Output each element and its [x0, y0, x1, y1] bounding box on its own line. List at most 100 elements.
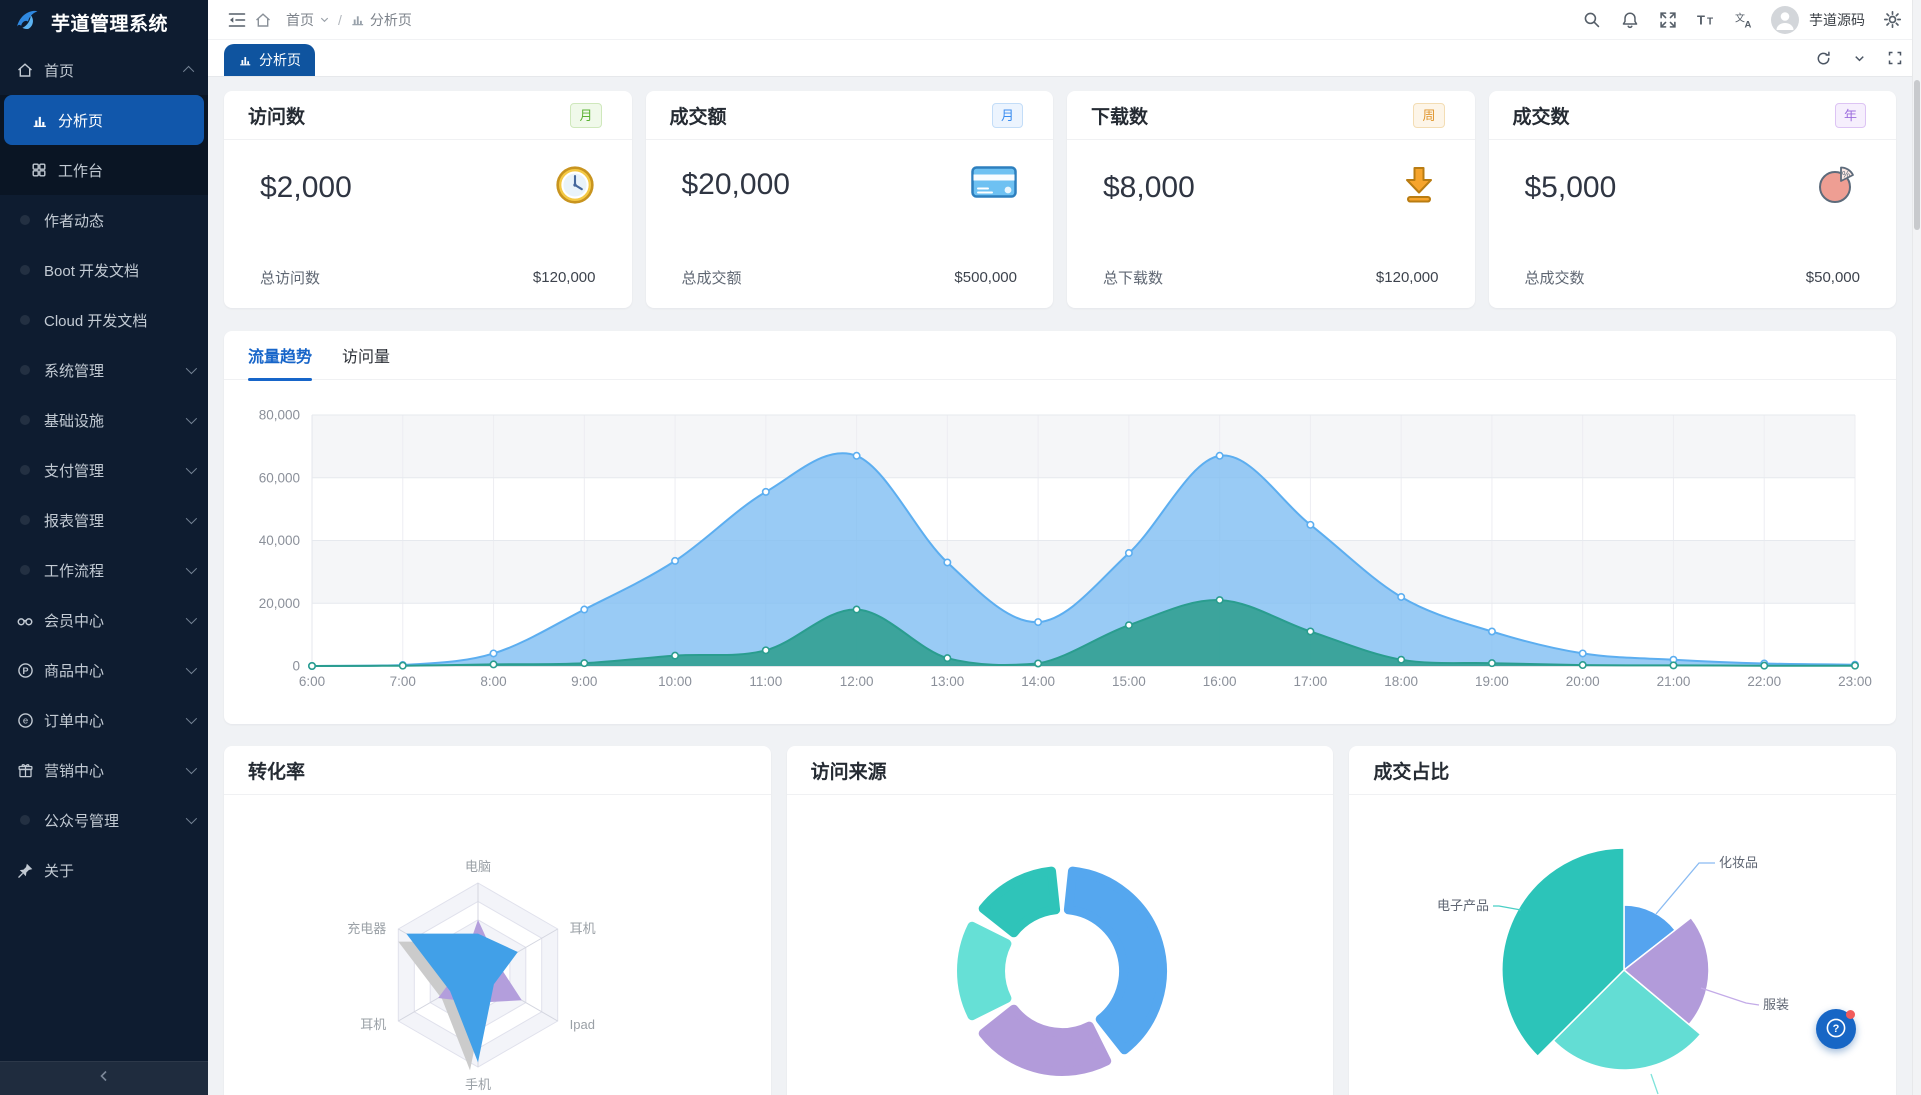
- sidebar-item-label: 关于: [44, 862, 75, 880]
- sidebar-item-order[interactable]: e 订单中心: [0, 695, 208, 745]
- collapse-left-icon: [97, 1069, 111, 1088]
- sidebar-item-system[interactable]: 系统管理: [0, 345, 208, 395]
- svg-text:20,000: 20,000: [259, 596, 300, 611]
- bar-chart-icon: [352, 16, 364, 26]
- traffic-trend-card: 流量趋势 访问量 0 20,000 40,000 60,000 80,000 6:00 7:0…: [224, 331, 1896, 724]
- card-title: 成交占比: [1373, 761, 1450, 783]
- sidebar-item-label: 商品中心: [44, 662, 105, 680]
- search-icon[interactable]: [1581, 7, 1603, 33]
- breadcrumb-root[interactable]: 首页: [286, 10, 330, 30]
- svg-text:12:00: 12:00: [840, 674, 874, 689]
- breadcrumb-separator: /: [338, 11, 342, 28]
- maximize-icon[interactable]: [1887, 50, 1903, 66]
- dot-icon: [16, 511, 34, 529]
- chevron-down-icon: [185, 762, 198, 775]
- refresh-icon[interactable]: [1815, 50, 1832, 67]
- tab-analysis[interactable]: 分析页: [224, 44, 315, 76]
- sidebar-item-boot-docs[interactable]: Boot 开发文档: [0, 245, 208, 295]
- svg-text:%: %: [1842, 170, 1850, 180]
- sidebar-item-label: 会员中心: [44, 612, 105, 630]
- member-icon: [16, 611, 34, 629]
- sidebar-item-workbench[interactable]: 工作台: [0, 145, 208, 195]
- trend-tab-visit-count[interactable]: 访问量: [342, 349, 391, 366]
- chevron-down-icon: [185, 812, 198, 825]
- svg-text:8:00: 8:00: [480, 674, 506, 689]
- sidebar-item-label: 营销中心: [44, 762, 105, 780]
- help-button[interactable]: ?: [1816, 1009, 1856, 1049]
- sidebar-item-infrastructure[interactable]: 基础设施: [0, 395, 208, 445]
- sidebar-item-workflow[interactable]: 工作流程: [0, 545, 208, 595]
- settings-gear-icon[interactable]: [1881, 7, 1903, 33]
- sidebar-item-label: 系统管理: [44, 362, 105, 380]
- sidebar-collapse-bar[interactable]: [0, 1061, 208, 1095]
- user-avatar[interactable]: [1771, 5, 1799, 34]
- svg-text:10:00: 10:00: [658, 674, 692, 689]
- chevron-down-icon[interactable]: [1852, 51, 1867, 66]
- svg-text:19:00: 19:00: [1475, 674, 1509, 689]
- sidebar-item-label: 分析页: [58, 112, 104, 130]
- visit-source-card: 访问来源: [786, 746, 1334, 1095]
- chevron-down-icon: [185, 712, 198, 725]
- sidebar-item-report[interactable]: 报表管理: [0, 495, 208, 545]
- sidebar-item-official-account[interactable]: 公众号管理: [0, 795, 208, 845]
- stat-footer-label: 总下载数: [1103, 270, 1164, 287]
- home-icon[interactable]: [250, 7, 276, 33]
- scrollbar-track[interactable]: [1912, 0, 1921, 1095]
- sidebar-item-label: Cloud 开发文档: [44, 312, 148, 330]
- sidebar-item-label: 订单中心: [44, 712, 105, 730]
- sidebar-item-payment[interactable]: 支付管理: [0, 445, 208, 495]
- sidebar-item-about[interactable]: 关于: [0, 845, 208, 895]
- trend-tab-traffic-trend[interactable]: 流量趋势: [248, 343, 313, 381]
- svg-text:电子产品: 电子产品: [1437, 898, 1489, 913]
- chevron-down-icon: [185, 562, 198, 575]
- chevron-down-icon: [320, 17, 329, 23]
- sidebar-item-analysis[interactable]: 分析页: [4, 95, 204, 145]
- stat-value: $5,000: [1524, 170, 1617, 204]
- question-icon: ?: [1824, 1018, 1848, 1043]
- svg-text:A: A: [1744, 19, 1751, 30]
- chevron-down-icon: [185, 512, 198, 525]
- grid-icon: [30, 161, 48, 179]
- sidebar-fold-icon[interactable]: [224, 7, 250, 33]
- sidebar-menu: 首页分析页工作台 作者动态 Boot 开发文档 Cloud 开发文档 系统管理基础设施支…: [0, 45, 208, 1062]
- bank-card-icon: [971, 164, 1017, 205]
- visit-source-donut-chart[interactable]: [787, 795, 1334, 1095]
- sidebar-item-home[interactable]: 首页: [0, 45, 208, 95]
- svg-text:T: T: [1707, 16, 1713, 27]
- svg-text:电脑: 电脑: [465, 859, 491, 874]
- scrollbar-thumb[interactable]: [1914, 80, 1920, 230]
- bar-chart-icon: [30, 111, 48, 129]
- svg-text:23:00: 23:00: [1838, 674, 1872, 689]
- stat-footer-label: 总成交额: [681, 270, 742, 287]
- app-logo[interactable]: 芋道管理系统: [0, 0, 208, 44]
- fullscreen-expand-icon[interactable]: [1657, 7, 1679, 33]
- stat-card-header: 访问数 月: [224, 91, 632, 140]
- breadcrumb-current[interactable]: 分析页: [350, 10, 412, 30]
- svg-text:Ipad: Ipad: [570, 1017, 595, 1032]
- stat-card-header: 下载数 周: [1067, 91, 1475, 140]
- deal-share-card: 成交占比 化妆品 服装 电子产品: [1349, 746, 1897, 1095]
- card-title: 转化率: [248, 761, 306, 783]
- svg-text:?: ?: [1833, 1023, 1840, 1035]
- svg-text:文: 文: [1735, 11, 1745, 24]
- sidebar-submenu-home: 分析页工作台: [0, 95, 208, 195]
- dot-icon: [16, 461, 34, 479]
- app-title: 芋道管理系统: [51, 13, 169, 35]
- sidebar-item-member[interactable]: 会员中心: [0, 595, 208, 645]
- svg-text:7:00: 7:00: [390, 674, 416, 689]
- user-name[interactable]: 芋道源码: [1809, 11, 1865, 28]
- dot-icon: [16, 561, 34, 579]
- stat-card-header: 成交数 年: [1488, 91, 1896, 140]
- traffic-trend-chart[interactable]: 0 20,000 40,000 60,000 80,000 6:00 7:00 8:00 9:0…: [224, 380, 1896, 724]
- sidebar-item-product[interactable]: P 商品中心: [0, 645, 208, 695]
- sidebar-item-cloud-docs[interactable]: Cloud 开发文档: [0, 295, 208, 345]
- sidebar-item-author-news[interactable]: 作者动态: [0, 195, 208, 245]
- sidebar-item-marketing[interactable]: 营销中心: [0, 745, 208, 795]
- notification-bell-icon[interactable]: [1619, 7, 1641, 33]
- svg-text:13:00: 13:00: [930, 674, 964, 689]
